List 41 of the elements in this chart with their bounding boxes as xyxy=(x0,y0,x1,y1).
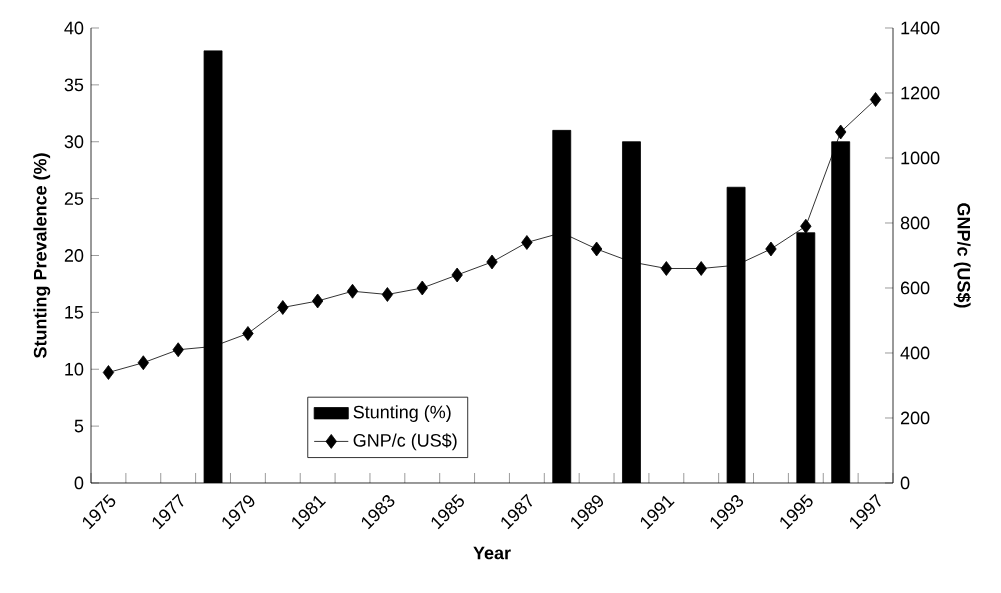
point xyxy=(312,293,324,309)
y-tick-label: 5 xyxy=(74,419,84,433)
point xyxy=(486,254,498,270)
y-axis-title: Stunting Prevalence (%) xyxy=(33,153,51,358)
y-tick-label: 30 xyxy=(64,135,84,149)
y2-axis-title: GNP/c (US$) xyxy=(953,203,971,308)
y-tick-label: 35 xyxy=(64,78,84,92)
point xyxy=(521,235,533,250)
point xyxy=(416,280,428,296)
y-tick-label: 0 xyxy=(74,476,84,490)
y2-tick-label: 1200 xyxy=(901,86,940,100)
point xyxy=(765,241,777,257)
y2-tick-label: 400 xyxy=(900,346,930,360)
y-tick-label: 25 xyxy=(64,192,84,205)
point xyxy=(346,283,359,299)
x-axis-title: Year xyxy=(473,546,511,560)
y-tick-label: 15 xyxy=(65,306,84,319)
point xyxy=(277,300,289,315)
point xyxy=(381,287,394,302)
point xyxy=(590,241,603,257)
point xyxy=(172,342,184,358)
legend-label: Stunting (%) xyxy=(353,405,451,422)
point xyxy=(869,92,882,107)
y-tick-label: 10 xyxy=(65,362,84,376)
y2-tick-label: 200 xyxy=(900,411,930,425)
y2-tick-label: 800 xyxy=(900,216,930,230)
y-tick-label: 20 xyxy=(64,249,84,262)
point xyxy=(102,365,115,380)
y2-tick-label: 600 xyxy=(900,281,930,295)
point xyxy=(137,355,149,371)
y2-tick-label: 1000 xyxy=(901,151,940,165)
point xyxy=(800,218,812,234)
y2-tick-label: 1400 xyxy=(901,21,940,35)
point xyxy=(835,124,847,140)
y2-tick-label: 0 xyxy=(900,476,910,490)
y-tick-label: 40 xyxy=(64,21,84,35)
point xyxy=(695,261,707,276)
legend-label: GNP/c (US$) xyxy=(353,433,457,451)
point xyxy=(660,261,672,276)
point xyxy=(451,267,463,283)
point xyxy=(242,326,254,341)
